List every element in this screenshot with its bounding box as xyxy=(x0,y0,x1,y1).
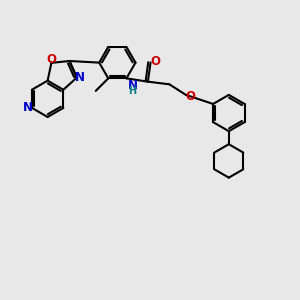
Text: H: H xyxy=(128,86,136,96)
Text: N: N xyxy=(128,79,137,92)
Text: O: O xyxy=(150,56,160,68)
Text: O: O xyxy=(185,90,196,103)
Text: N: N xyxy=(74,71,85,84)
Text: O: O xyxy=(46,53,56,66)
Text: N: N xyxy=(22,101,33,114)
